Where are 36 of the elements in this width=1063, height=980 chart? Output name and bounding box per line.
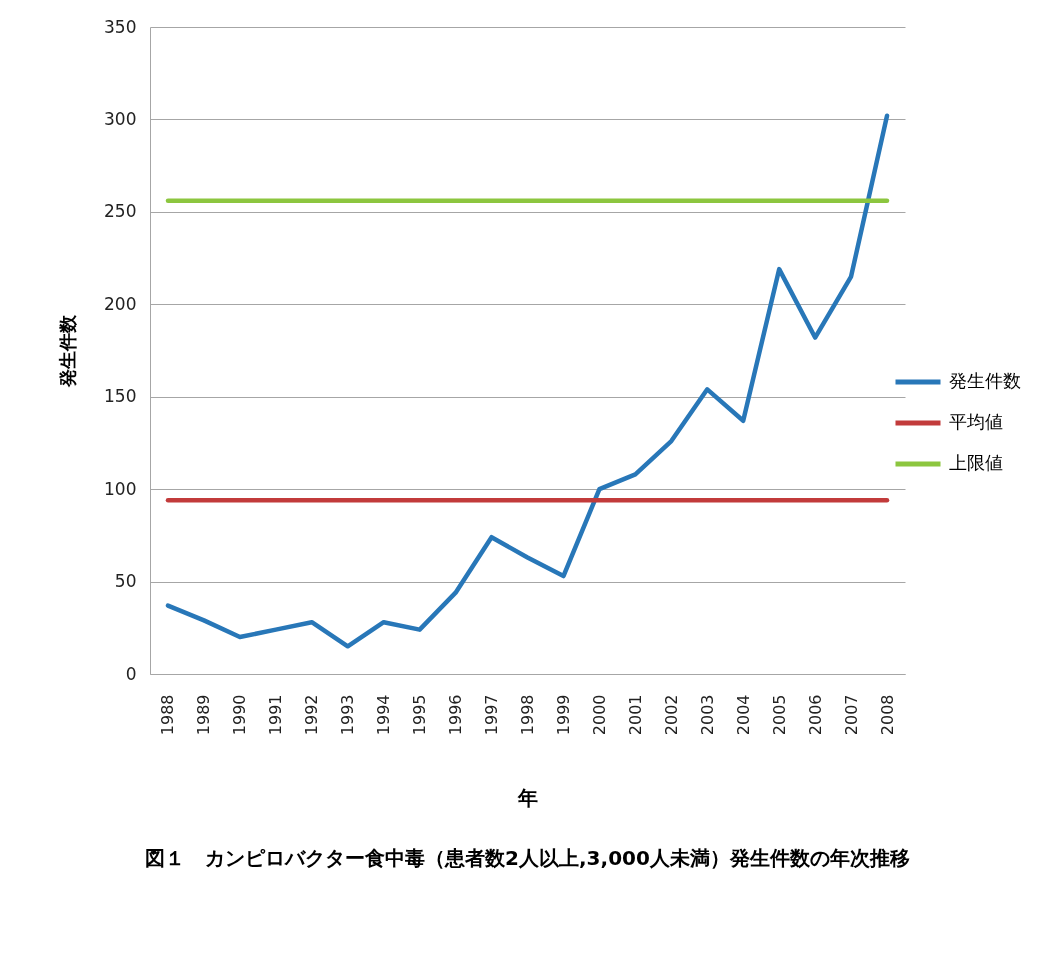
x-tick-label: 1999 — [553, 694, 573, 736]
x-tick-label: 1990 — [230, 694, 250, 736]
y-tick-label: 300 — [104, 108, 137, 129]
x-tick-label: 1989 — [194, 694, 214, 736]
x-tick-label: 1988 — [158, 694, 178, 736]
x-tick-label: 1991 — [266, 694, 286, 736]
x-tick-label: 2005 — [769, 694, 789, 736]
line-series — [165, 113, 890, 649]
legend-label: 発生件数 — [949, 370, 1021, 391]
x-tick-label: 2006 — [805, 694, 825, 736]
x-tick-label: 2002 — [661, 694, 681, 736]
y-tick-label: 0 — [125, 663, 137, 684]
legend-label: 平均値 — [949, 411, 1003, 432]
y-tick-label: 100 — [104, 478, 137, 499]
x-tick-label: 2008 — [877, 694, 897, 736]
x-tick-label: 1998 — [518, 694, 537, 736]
x-tick-label: 2001 — [625, 694, 645, 736]
x-axis-title: 年 — [517, 786, 538, 811]
x-tick-label: 1996 — [446, 694, 466, 736]
legend-label: 上限値 — [949, 452, 1003, 473]
x-tick-label: 2003 — [697, 694, 717, 736]
y-tick-label: 250 — [104, 201, 137, 222]
x-tick-label: 1993 — [338, 694, 358, 736]
y-axis-title: 発生件数 — [57, 314, 79, 388]
x-tick-label: 1994 — [374, 694, 394, 736]
text: 図１ カンピロバクター食中毒（患者数2人以上,3,000人未満）発生件数の年次推移 — [145, 845, 910, 870]
x-tick-label: 2000 — [589, 694, 609, 736]
x-tick-label: 1997 — [482, 694, 502, 736]
x-tick-label: 1992 — [302, 694, 322, 736]
y-tick-label: 350 — [104, 16, 137, 37]
x-tick-label: 2007 — [841, 694, 861, 736]
y-tick-label: 150 — [104, 386, 137, 407]
y-tick-label: 200 — [104, 293, 137, 314]
x-tick-label: 2004 — [733, 694, 753, 736]
y-tick-label: 50 — [114, 571, 137, 592]
x-tick-label: 1995 — [410, 694, 430, 736]
